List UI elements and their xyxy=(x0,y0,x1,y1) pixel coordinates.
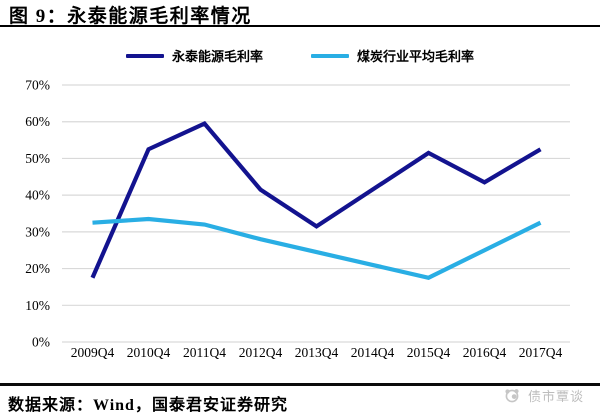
series-line-0 xyxy=(90,121,542,279)
y-axis-tick-label: 0% xyxy=(32,335,50,350)
legend-item-coal-industry: 煤炭行业平均毛利率 xyxy=(311,46,474,65)
legend-label: 永泰能源毛利率 xyxy=(171,49,263,64)
y-axis-tick-label: 20% xyxy=(25,261,50,276)
y-axis-tick-label: 60% xyxy=(25,114,50,129)
x-axis-tick-label: 2012Q4 xyxy=(239,345,283,360)
chart-legend: 永泰能源毛利率 煤炭行业平均毛利率 xyxy=(0,46,600,65)
x-axis-tick-label: 2010Q4 xyxy=(127,345,171,360)
data-source-note: 数据来源：Wind，国泰君安证券研究 xyxy=(8,397,288,414)
y-axis-tick-label: 70% xyxy=(25,78,50,93)
series-line-1 xyxy=(92,216,542,280)
figure-title: 图 9：永泰能源毛利率情况 xyxy=(9,6,252,27)
x-axis-tick-label: 2014Q4 xyxy=(351,345,395,360)
legend-line-swatch-navy xyxy=(125,53,164,58)
watermark: 债市覃谈 xyxy=(503,386,584,405)
legend-label: 煤炭行业平均毛利率 xyxy=(357,49,475,64)
y-axis-tick-label: 10% xyxy=(25,298,50,313)
y-axis-tick-label: 30% xyxy=(25,224,50,239)
legend-item-yongtai: 永泰能源毛利率 xyxy=(125,46,263,65)
x-axis-tick-label: 2011Q4 xyxy=(183,345,226,360)
x-axis-tick-label: 2013Q4 xyxy=(295,345,339,360)
x-axis-tick-label: 2016Q4 xyxy=(463,345,507,360)
legend-line-swatch-cyan xyxy=(311,53,349,58)
y-axis-tick-label: 50% xyxy=(25,151,50,166)
x-axis-tick-label: 2017Q4 xyxy=(519,345,563,360)
x-axis-tick-label: 2009Q4 xyxy=(71,345,115,360)
footer-divider xyxy=(0,383,600,386)
title-divider xyxy=(0,25,600,27)
watermark-label: 债市覃谈 xyxy=(527,389,584,404)
panda-logo-icon xyxy=(505,389,519,403)
x-axis-tick-label: 2015Q4 xyxy=(407,345,451,360)
y-axis-tick-label: 40% xyxy=(25,188,50,203)
